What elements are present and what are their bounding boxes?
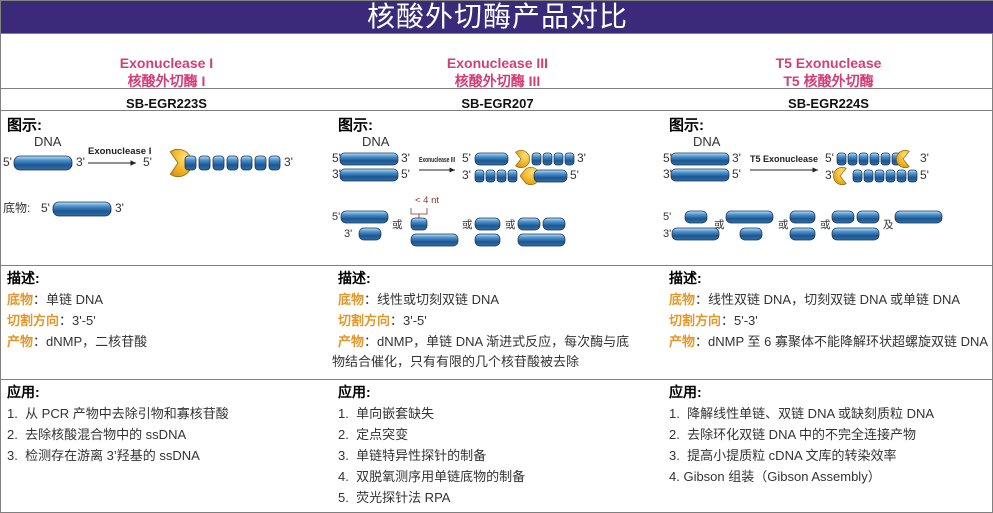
svg-text:3': 3' — [577, 151, 586, 165]
svg-text:底物:: 底物: — [3, 200, 30, 215]
svg-text:3': 3' — [732, 151, 741, 165]
svg-text:5': 5' — [663, 211, 671, 223]
svg-text:5': 5' — [462, 151, 471, 165]
svg-text:3': 3' — [332, 167, 341, 181]
svg-text:3': 3' — [462, 168, 471, 182]
svg-text:Exonuclease I: Exonuclease I — [88, 146, 151, 157]
svg-text:DNA: DNA — [693, 134, 721, 149]
svg-text:5': 5' — [920, 168, 929, 182]
svg-text:3': 3' — [76, 155, 85, 169]
svg-text:3': 3' — [401, 151, 410, 165]
svg-text:及: 及 — [883, 219, 894, 231]
svg-text:5': 5' — [41, 201, 50, 215]
svg-text:DNA: DNA — [362, 134, 390, 149]
svg-text:3': 3' — [663, 167, 672, 181]
svg-text:5': 5' — [732, 167, 741, 181]
svg-text:或: 或 — [778, 219, 789, 231]
svg-text:3': 3' — [663, 228, 671, 240]
svg-text:3': 3' — [115, 201, 124, 215]
svg-text:5': 5' — [3, 155, 12, 169]
svg-text:T5 Exonuclease: T5 Exonuclease — [750, 154, 818, 164]
svg-text:3': 3' — [344, 228, 352, 240]
svg-text:5': 5' — [332, 151, 341, 165]
svg-text:或: 或 — [505, 219, 516, 231]
svg-text:< 4 nt: < 4 nt — [415, 195, 439, 206]
svg-text:3': 3' — [284, 155, 293, 169]
svg-text:DNA: DNA — [34, 134, 62, 149]
svg-text:或: 或 — [714, 219, 725, 231]
svg-text:3': 3' — [920, 151, 929, 165]
svg-text:Exonuclease III: Exonuclease III — [419, 155, 455, 164]
svg-text:5': 5' — [401, 167, 410, 181]
svg-text:或: 或 — [392, 219, 403, 231]
svg-text:5': 5' — [570, 168, 579, 182]
svg-text:或: 或 — [820, 219, 831, 231]
svg-text:5': 5' — [825, 151, 834, 165]
svg-text:或: 或 — [462, 219, 473, 231]
svg-text:5': 5' — [143, 155, 152, 169]
svg-text:3': 3' — [825, 168, 834, 182]
svg-text:5': 5' — [663, 151, 672, 165]
svg-text:5': 5' — [332, 211, 340, 223]
